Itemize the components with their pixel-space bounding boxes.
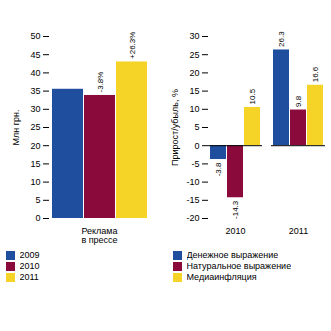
svg-text:2011: 2011 — [289, 226, 308, 236]
svg-text:35: 35 — [30, 86, 40, 96]
svg-text:20: 20 — [30, 141, 40, 151]
svg-text:2010: 2010 — [225, 226, 245, 236]
svg-text:+26.3%: +26.3% — [128, 32, 137, 59]
svg-text:15: 15 — [189, 86, 199, 96]
svg-text:16.6: 16.6 — [311, 66, 320, 82]
svg-text:5: 5 — [35, 195, 40, 205]
svg-text:10: 10 — [189, 104, 199, 114]
html-text:2011: 2011 — [19, 272, 39, 282]
svg-text:9.8: 9.8 — [294, 95, 303, 107]
svg-text:50: 50 — [30, 31, 40, 41]
svg-text:30: 30 — [30, 104, 40, 114]
svg-text:-3.8%: -3.8% — [96, 72, 105, 93]
svg-text:30: 30 — [189, 31, 199, 41]
html-text:2010: 2010 — [19, 261, 40, 271]
svg-text:25: 25 — [30, 122, 40, 132]
html-text:2009: 2009 — [19, 250, 40, 260]
html-text:Денежное выражение: Денежное выражение — [186, 250, 279, 260]
svg-text:15: 15 — [30, 159, 40, 169]
svg-text:Млн грн.: Млн грн. — [11, 110, 21, 146]
svg-text:0: 0 — [194, 141, 199, 151]
svg-text:45: 45 — [30, 50, 40, 60]
svg-text:-20: -20 — [186, 213, 199, 223]
svg-text:25: 25 — [189, 50, 199, 60]
html-text:Медиаинфляция: Медиаинфляция — [186, 272, 257, 282]
svg-text:26.3: 26.3 — [277, 31, 286, 47]
svg-text:0: 0 — [35, 213, 40, 223]
svg-text:5: 5 — [194, 122, 199, 132]
svg-text:-14.3: -14.3 — [231, 200, 240, 219]
svg-text:20: 20 — [189, 68, 199, 78]
html-text:Натуральное выражение: Натуральное выражение — [186, 261, 292, 271]
svg-text:-5: -5 — [191, 159, 199, 169]
svg-text:10: 10 — [30, 177, 40, 187]
svg-text:-3.8: -3.8 — [214, 162, 223, 176]
svg-text:-10: -10 — [186, 177, 199, 187]
svg-text:-15: -15 — [186, 195, 199, 205]
svg-text:Рекламав прессе: Рекламав прессе — [81, 226, 117, 245]
svg-text:40: 40 — [30, 68, 40, 78]
svg-text:10.5: 10.5 — [248, 88, 257, 104]
svg-text:Прирост/убыль, %: Прирост/убыль, % — [170, 89, 180, 166]
